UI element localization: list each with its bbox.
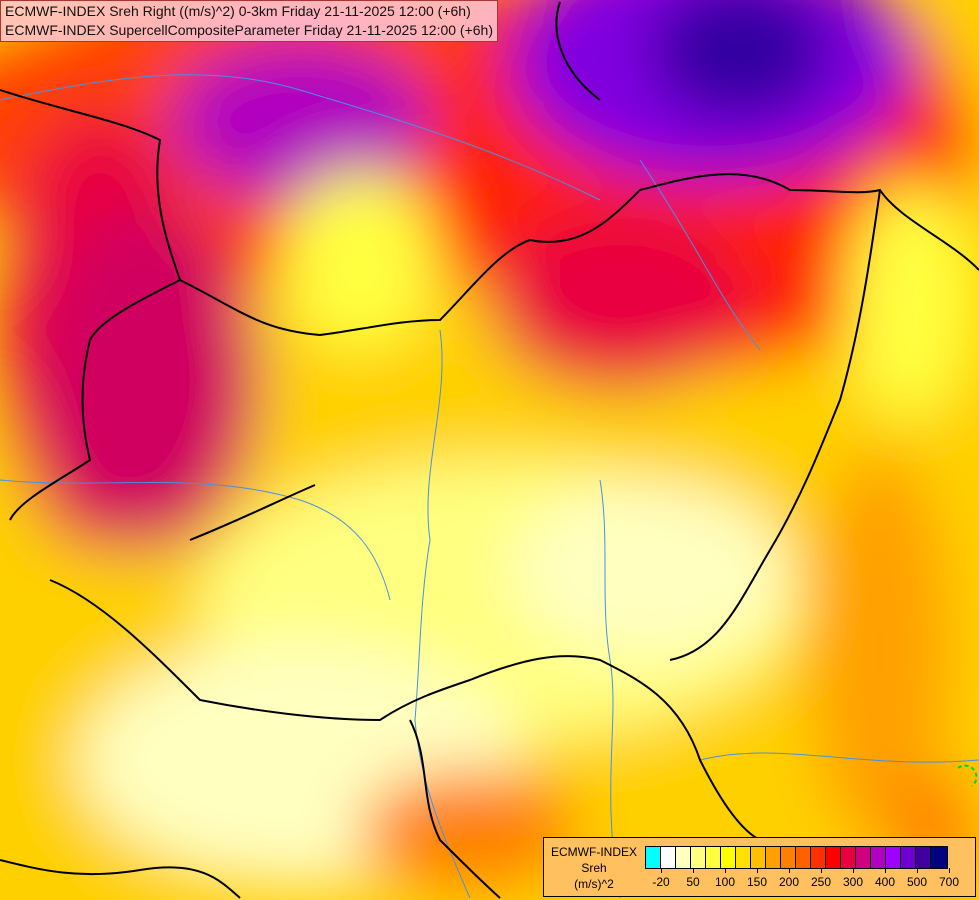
- legend-tick-label: 500: [906, 875, 928, 889]
- legend-tick: [725, 868, 726, 873]
- color-legend: ECMWF-INDEX Sreh (m/s)^2 -20 50 100 150 200 2…: [543, 837, 976, 897]
- legend-tick: [885, 868, 886, 873]
- legend-swatch: [736, 847, 751, 868]
- legend-swatch: [901, 847, 916, 868]
- legend-swatch: [796, 847, 811, 868]
- legend-swatch: [811, 847, 826, 868]
- title-line-sreh: ECMWF-INDEX Sreh Right ((m/s)^2) 0-3km F…: [5, 3, 471, 19]
- legend-swatch: [871, 847, 886, 868]
- legend-swatch: [916, 847, 931, 868]
- legend-swatch: [646, 847, 661, 868]
- scp-contour: [957, 764, 978, 787]
- legend-unit: (m/s)^2: [574, 877, 614, 891]
- legend-tick-label: 100: [714, 875, 736, 889]
- legend-swatch: [856, 847, 871, 868]
- legend-tick-label: 250: [810, 875, 832, 889]
- legend-swatch: [931, 847, 947, 868]
- legend-swatch: [841, 847, 856, 868]
- legend-swatch: [676, 847, 691, 868]
- legend-tick-label: 400: [874, 875, 896, 889]
- legend-swatch: [706, 847, 721, 868]
- legend-source: ECMWF-INDEX: [551, 845, 637, 859]
- legend-tick-label: 300: [842, 875, 864, 889]
- title-line-scp: ECMWF-INDEX SupercellCompositeParameter …: [5, 22, 493, 38]
- legend-tick: [917, 868, 918, 873]
- legend-tick: [693, 868, 694, 873]
- legend-tick: [661, 868, 662, 873]
- legend-tick: [949, 868, 950, 873]
- legend-tick: [789, 868, 790, 873]
- legend-swatch: [661, 847, 676, 868]
- legend-title: ECMWF-INDEX Sreh (m/s)^2: [548, 844, 640, 892]
- legend-swatch: [751, 847, 766, 868]
- legend-tick-label: 200: [778, 875, 800, 889]
- rivers: [0, 74, 979, 899]
- legend-colorbar: [645, 846, 948, 869]
- map-title: ECMWF-INDEX Sreh Right ((m/s)^2) 0-3km F…: [0, 0, 498, 42]
- legend-tick-label: 150: [746, 875, 768, 889]
- legend-swatch: [721, 847, 736, 868]
- legend-tick: [853, 868, 854, 873]
- legend-ticks: -20 50 100 150 200 250 300 400 500 700: [645, 868, 965, 892]
- legend-tick-label: -20: [652, 875, 670, 889]
- legend-tick-label: 50: [686, 875, 700, 889]
- legend-swatch: [826, 847, 841, 868]
- legend-tick-label: 700: [938, 875, 960, 889]
- legend-swatch: [781, 847, 796, 868]
- legend-tick: [821, 868, 822, 873]
- legend-variable: Sreh: [581, 861, 607, 875]
- legend-swatch: [886, 847, 901, 868]
- legend-swatch: [691, 847, 706, 868]
- legend-swatch: [766, 847, 781, 868]
- legend-tick: [757, 868, 758, 873]
